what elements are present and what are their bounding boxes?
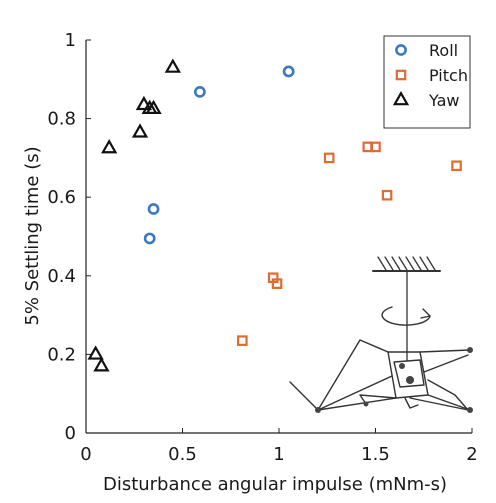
legend-marker-pitch bbox=[395, 69, 407, 81]
pitch-point bbox=[451, 160, 462, 172]
series-pitch bbox=[237, 141, 462, 346]
roll-point bbox=[282, 65, 295, 78]
y-ticks: 0 0.2 0.4 0.6 0.8 1 bbox=[47, 30, 91, 444]
legend-label-pitch: Pitch bbox=[429, 66, 468, 85]
pitch-point bbox=[323, 152, 335, 164]
series-layer bbox=[87, 58, 462, 372]
series-roll bbox=[143, 65, 295, 245]
x-tick-label: 2 bbox=[466, 444, 477, 465]
legend-marker-roll bbox=[395, 44, 407, 56]
ceiling-hatch bbox=[377, 256, 436, 271]
legend-label-yaw: Yaw bbox=[428, 91, 459, 110]
x-tick-label: 1.5 bbox=[361, 444, 390, 465]
roll-point bbox=[193, 85, 206, 98]
rotation-arrow bbox=[381, 306, 431, 326]
pitch-point bbox=[370, 141, 381, 153]
legend-box bbox=[383, 35, 471, 129]
y-tick-label: 0.2 bbox=[47, 344, 76, 365]
robot-pendulum-icon bbox=[289, 256, 473, 413]
x-axis-label: Disturbance angular impulse (mNm-s) bbox=[103, 474, 447, 495]
y-tick-label: 0.8 bbox=[47, 109, 76, 130]
pitch-point bbox=[381, 189, 393, 201]
x-tick-label: 0.5 bbox=[168, 444, 197, 465]
yaw-point bbox=[93, 357, 110, 372]
yaw-point bbox=[101, 139, 118, 154]
legend-label-roll: Roll bbox=[429, 41, 458, 60]
legend: Roll Pitch Yaw bbox=[383, 35, 471, 129]
y-tick-label: 1 bbox=[65, 30, 76, 51]
robot-wheels bbox=[315, 347, 473, 413]
x-tick-label: 1 bbox=[273, 444, 284, 465]
legend-marker-yaw bbox=[392, 90, 410, 106]
y-tick-label: 0 bbox=[65, 423, 76, 444]
roll-point bbox=[147, 203, 160, 215]
yaw-point bbox=[145, 99, 162, 115]
yaw-point bbox=[164, 58, 181, 73]
x-tick-label: 0 bbox=[80, 444, 91, 465]
y-tick-label: 0.4 bbox=[47, 266, 76, 287]
yaw-point bbox=[131, 123, 149, 138]
y-tick-label: 0.6 bbox=[47, 187, 76, 208]
roll-point bbox=[143, 232, 156, 245]
pitch-point bbox=[271, 278, 283, 289]
yaw-point bbox=[87, 345, 104, 360]
x-ticks: 0 0.5 1 1.5 2 bbox=[80, 428, 478, 465]
legend-entries: Roll Pitch Yaw bbox=[392, 41, 468, 110]
series-yaw bbox=[87, 58, 181, 372]
y-axis-label: 5% Settling time (s) bbox=[22, 146, 43, 325]
yaw-point bbox=[135, 95, 153, 111]
robot-body bbox=[289, 339, 471, 411]
pitch-point bbox=[237, 335, 248, 346]
rotation-arrowhead bbox=[420, 308, 431, 319]
